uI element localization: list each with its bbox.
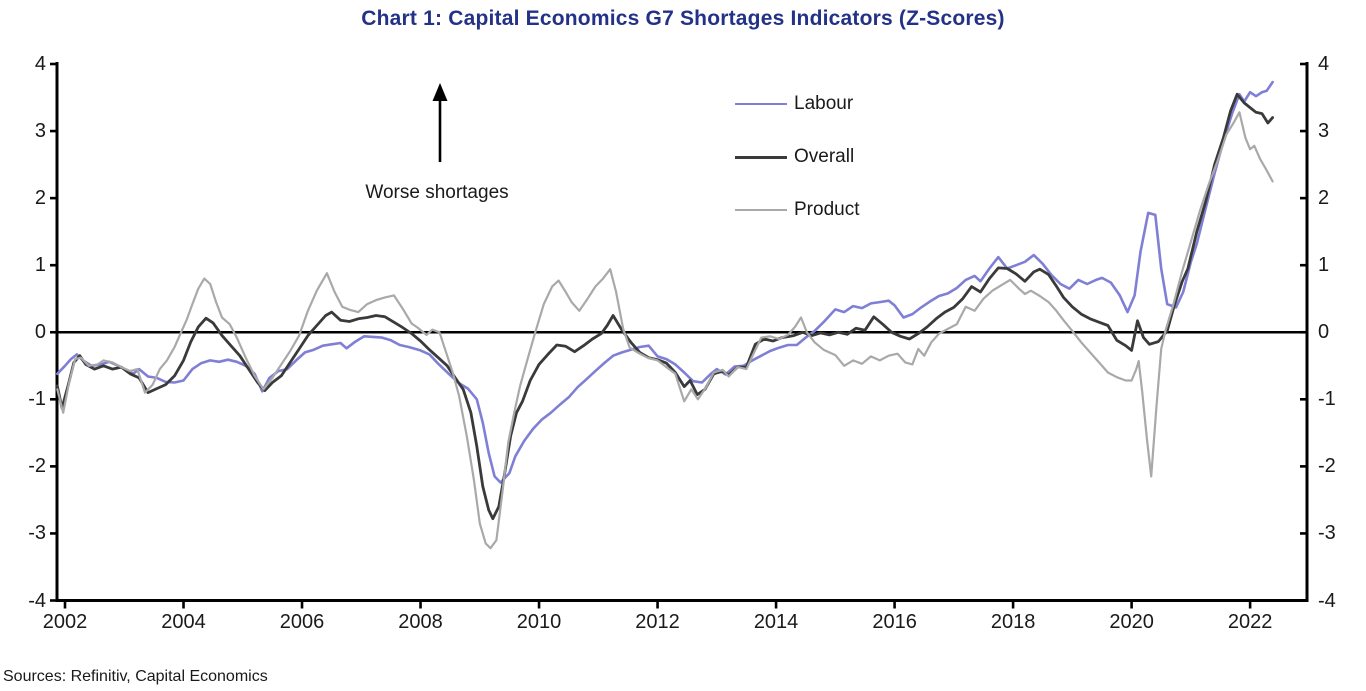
y-axis-label-right: 4 bbox=[1318, 53, 1330, 75]
sources-note: Sources: Refinitiv, Capital Economics bbox=[3, 668, 268, 685]
legend-item-product: Product bbox=[735, 195, 859, 225]
y-axis-label-right: 0 bbox=[1318, 321, 1330, 344]
x-axis-label: 2004 bbox=[161, 611, 206, 633]
x-axis-label: 2016 bbox=[872, 611, 917, 633]
legend-item-labour: Labour bbox=[735, 89, 859, 119]
legend: Labour Overall Product bbox=[735, 89, 859, 248]
x-axis-label: 2008 bbox=[398, 611, 443, 633]
y-axis-label-right: -3 bbox=[1318, 522, 1336, 545]
legend-item-overall: Overall bbox=[735, 142, 859, 172]
series-line-overall bbox=[55, 92, 1274, 521]
legend-line-swatch-product bbox=[735, 209, 787, 211]
y-axis-label-right: 1 bbox=[1318, 254, 1330, 277]
x-axis-label: 2022 bbox=[1227, 611, 1273, 633]
up-arrow-head-icon bbox=[432, 83, 448, 101]
y-axis-label-left: -3 bbox=[28, 522, 46, 545]
y-axis-label-right: -4 bbox=[1318, 589, 1336, 612]
legend-line-swatch-labour bbox=[735, 103, 787, 105]
x-axis-label: 2010 bbox=[516, 611, 562, 633]
y-axis-label-left: 0 bbox=[34, 321, 46, 344]
legend-label-overall: Overall bbox=[794, 146, 855, 167]
y-axis-label-left: -1 bbox=[28, 388, 46, 411]
x-axis-label: 2014 bbox=[753, 611, 799, 633]
annotation-worse-shortages: Worse shortages bbox=[365, 182, 509, 203]
y-axis-label-left: 4 bbox=[34, 53, 46, 75]
series-line-product bbox=[56, 111, 1274, 550]
x-axis-label: 2020 bbox=[1109, 611, 1154, 633]
y-axis-label-left: -4 bbox=[28, 589, 46, 612]
x-axis-label: 2012 bbox=[635, 611, 680, 633]
series-line-labour bbox=[55, 80, 1274, 484]
y-axis-label-left: 2 bbox=[34, 187, 46, 210]
legend-label-product: Product bbox=[794, 199, 860, 220]
y-axis-label-right: -1 bbox=[1318, 388, 1336, 411]
y-axis-label-right: 3 bbox=[1318, 120, 1330, 143]
legend-label-labour: Labour bbox=[794, 93, 854, 114]
y-axis-label-left: -2 bbox=[28, 455, 46, 478]
y-axis-label-right: -2 bbox=[1318, 455, 1336, 478]
x-axis-label: 2002 bbox=[42, 611, 88, 633]
x-axis-label: 2018 bbox=[990, 611, 1036, 633]
x-axis-label: 2006 bbox=[279, 611, 325, 633]
chart-title: Chart 1: Capital Economics G7 Shortages … bbox=[361, 7, 1005, 30]
legend-line-swatch-overall bbox=[735, 155, 787, 159]
y-axis-label-left: 3 bbox=[34, 120, 46, 143]
y-axis-label-right: 2 bbox=[1318, 187, 1330, 210]
y-axis-label-left: 1 bbox=[34, 254, 46, 277]
